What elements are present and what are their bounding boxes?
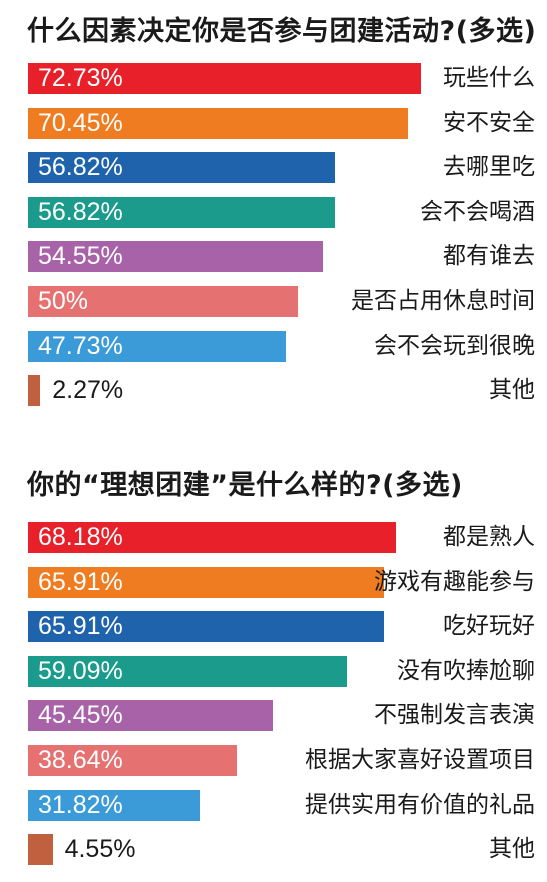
category-label: 都是熟人 — [443, 524, 535, 550]
bar — [28, 286, 298, 317]
bar-row: 38.64% 根据大家喜好设置项目 — [28, 745, 535, 776]
bar-row: 4.55% 其他 — [28, 834, 535, 866]
bar — [28, 63, 421, 94]
bar-value-label: 54.55% — [38, 242, 123, 271]
bar-value-label: 65.91% — [38, 612, 123, 641]
category-label: 其他 — [489, 377, 535, 404]
category-label: 玩些什么 — [443, 65, 535, 91]
category-label: 会不会喝酒 — [420, 198, 535, 225]
bar-value-label: 47.73% — [38, 331, 123, 360]
bar-row: 65.91% 吃好玩好 — [28, 611, 535, 643]
bar — [28, 789, 200, 821]
bar-value-label: 50% — [38, 287, 89, 315]
bar — [28, 611, 384, 643]
bar-value-label: 56.82% — [38, 153, 123, 182]
bar — [28, 196, 335, 228]
bar — [28, 745, 237, 776]
bar-row: 56.82% 去哪里吃 — [28, 152, 535, 184]
bar-row: 72.73% 玩些什么 — [28, 63, 535, 94]
category-label: 都有谁去 — [443, 243, 535, 270]
bar — [28, 330, 286, 362]
bar-value-label: 70.45% — [38, 108, 123, 137]
category-label: 吃好玩好 — [443, 613, 535, 640]
bar-value-label: 56.82% — [38, 197, 123, 226]
category-label: 是否占用休息时间 — [351, 288, 535, 314]
category-label: 游戏有趣能参与 — [374, 568, 535, 595]
bar — [28, 655, 348, 687]
bar-value-label: 4.55% — [64, 835, 136, 864]
bar — [28, 107, 409, 139]
category-label: 会不会玩到很晚 — [374, 332, 535, 359]
bar-row: 65.91% 游戏有趣能参与 — [28, 566, 535, 598]
bar — [28, 834, 53, 866]
bar-row: 70.45% 安不安全 — [28, 107, 535, 139]
bar — [28, 375, 41, 407]
category-label: 根据大家喜好设置项目 — [305, 747, 535, 773]
bar — [28, 566, 384, 598]
bar-row: 59.09% 没有吹捧尬聊 — [28, 655, 535, 687]
chart-title: 什么因素决定你是否参与团建活动?(多选) — [27, 16, 537, 47]
chart-title: 你的“理想团建”是什么样的?(多选) — [27, 470, 463, 501]
category-label: 不强制发言表演 — [374, 702, 535, 729]
category-label: 其他 — [489, 836, 535, 863]
bar — [28, 152, 335, 184]
category-label: 没有吹捧尬聊 — [397, 657, 535, 684]
category-label: 提供实用有价值的礼品 — [305, 791, 535, 818]
bar-value-label: 31.82% — [38, 790, 123, 819]
bar — [28, 522, 397, 553]
bar-row: 50% 是否占用休息时间 — [28, 286, 535, 317]
bar-value-label: 2.27% — [52, 376, 124, 405]
category-label: 去哪里吃 — [443, 154, 535, 181]
bar-value-label: 59.09% — [38, 656, 123, 685]
bar-row: 2.27% 其他 — [28, 375, 535, 407]
bar-row: 56.82% 会不会喝酒 — [28, 196, 535, 228]
bar-row: 68.18% 都是熟人 — [28, 522, 535, 553]
bar-row: 47.73% 会不会玩到很晚 — [28, 330, 535, 362]
bar-value-label: 72.73% — [38, 64, 123, 92]
bar — [28, 241, 323, 273]
bar-row: 54.55% 都有谁去 — [28, 241, 535, 273]
bar-value-label: 38.64% — [38, 746, 123, 774]
category-label: 安不安全 — [443, 109, 535, 136]
bar-row: 45.45% 不强制发言表演 — [28, 700, 535, 732]
bar — [28, 700, 274, 732]
bar-value-label: 65.91% — [38, 567, 123, 596]
bar-row: 31.82% 提供实用有价值的礼品 — [28, 789, 535, 821]
bar-value-label: 68.18% — [38, 523, 123, 551]
bar-value-label: 45.45% — [38, 701, 123, 730]
